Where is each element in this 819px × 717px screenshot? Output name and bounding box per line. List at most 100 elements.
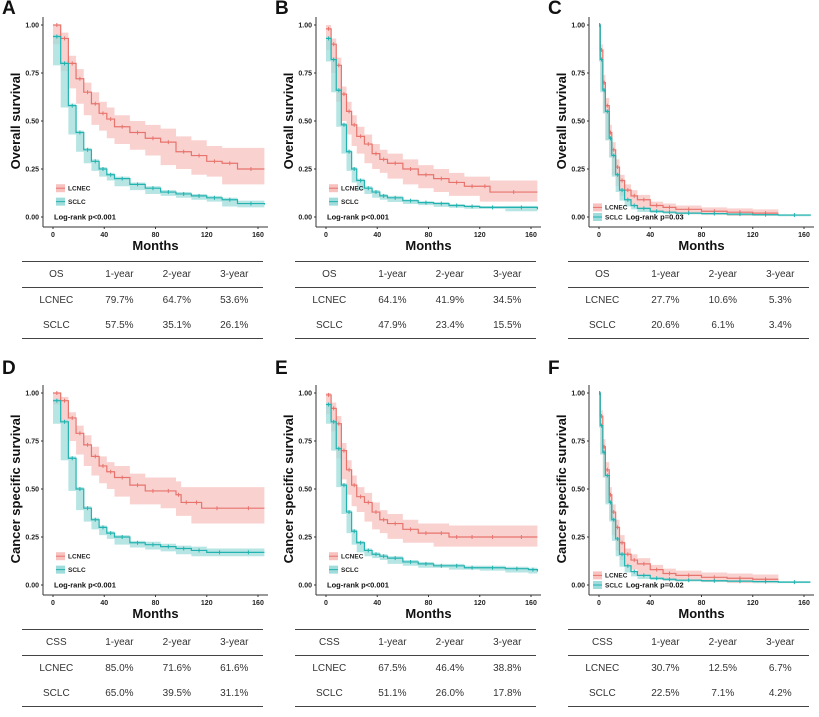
table-cell: SCLC (315, 320, 343, 331)
ci-band-sclc (599, 25, 811, 217)
table-cell: 34.5% (493, 295, 522, 306)
ci-band-lcnec (53, 393, 265, 524)
table-row: LCNEC 30.7% 12.5% 6.7% (568, 656, 809, 682)
y-tick-label: 0.50 (571, 487, 585, 494)
survival-rate-table: OS 1-year 2-year 3-year LCNEC 79.7% 64.7% 53.6… (22, 261, 263, 339)
survival-panel-e: E 0.00 0.25 0.50 0.75 1.00 0 40 80 120 160 Months C… (273, 358, 546, 717)
log-rank-annotation: Log-rank p<0.001 (327, 213, 389, 222)
x-tick-label: 40 (373, 232, 381, 239)
y-tick-label: 0.25 (298, 167, 312, 174)
table-cell: 67.5% (378, 663, 407, 674)
log-rank-annotation: Log-rank p=0.03 (626, 213, 684, 222)
table-cell: LCNEC (585, 295, 620, 306)
table-cell: 22.5% (651, 688, 680, 699)
y-tick-label: 0.25 (571, 167, 585, 174)
table-cell: SCLC (42, 688, 70, 699)
legend-label-sclc: SCLC (68, 199, 86, 206)
y-axis-label: Overall survival (8, 73, 23, 170)
survival-panel-a: A 0.00 0.25 0.50 0.75 1.00 0 40 80 120 160 Months O… (0, 0, 273, 357)
x-tick-label: 80 (698, 232, 706, 239)
legend-label-sclc: SCLC (68, 567, 86, 574)
x-tick-label: 160 (525, 232, 537, 239)
km-plot: 0.00 0.25 0.50 0.75 1.00 0 40 80 120 160 Months Ove… (554, 17, 814, 250)
table-cell: LCNEC (39, 663, 74, 674)
table-row: SCLC 22.5% 7.1% 4.2% (568, 681, 809, 707)
table-header-cell: OS (49, 269, 64, 280)
table-header-cell: 3-year (220, 637, 249, 648)
table-header-cell: 1-year (651, 637, 680, 648)
table-cell: 4.2% (768, 688, 792, 699)
table-cell: LCNEC (312, 295, 347, 306)
x-axis-label: Months (405, 606, 451, 620)
km-curve-lcnec (53, 392, 265, 509)
y-tick-label: 0.00 (298, 583, 312, 590)
y-tick-label: 0.50 (25, 119, 39, 126)
y-tick-label: 1.00 (25, 391, 39, 398)
survival-rate-table: CSS 1-year 2-year 3-year LCNEC 30.7% 12.5% 6.7… (568, 629, 809, 707)
x-tick-label: 120 (474, 232, 486, 239)
table-cell: 6.1% (711, 320, 735, 331)
table-header-cell: CSS (46, 637, 67, 648)
y-tick-label: 0.75 (25, 439, 39, 446)
table-cell: SCLC (42, 320, 70, 331)
table-header-row: OS 1-year 2-year 3-year (22, 261, 263, 288)
table-cell: 46.4% (435, 663, 464, 674)
table-header-cell: 1-year (105, 269, 134, 280)
ci-band-lcnec (326, 25, 538, 202)
survival-panel-b: B 0.00 0.25 0.50 0.75 1.00 0 40 80 120 160 Months O… (273, 0, 546, 357)
table-header-row: OS 1-year 2-year 3-year (295, 261, 536, 288)
km-plot: 0.00 0.25 0.50 0.75 1.00 0 40 80 120 160 Months Can… (554, 385, 814, 620)
legend-label-sclc: SCLC (605, 214, 623, 221)
log-rank-annotation: Log-rank p<0.001 (327, 581, 389, 590)
y-tick-label: 0.25 (25, 535, 39, 542)
y-tick-label: 0.00 (571, 583, 585, 590)
table-cell: LCNEC (312, 663, 347, 674)
table-row: SCLC 65.0% 39.5% 31.1% (22, 681, 263, 707)
table-cell: 57.5% (105, 320, 134, 331)
table-cell: 71.6% (162, 663, 191, 674)
y-axis-label: Cancer specific survival (554, 415, 569, 564)
table-cell: 41.9% (435, 295, 464, 306)
table-cell: 65.0% (105, 688, 134, 699)
y-tick-label: 1.00 (571, 23, 585, 30)
x-axis-label: Months (678, 238, 724, 250)
km-plot: 0.00 0.25 0.50 0.75 1.00 0 40 80 120 160 Months Ove… (8, 17, 268, 250)
legend-label-sclc: SCLC (341, 199, 359, 206)
y-tick-label: 0.00 (25, 215, 39, 222)
x-tick-label: 80 (698, 600, 706, 607)
y-tick-label: 1.00 (298, 391, 312, 398)
km-curve-sclc (599, 392, 811, 583)
table-header-cell: 2-year (162, 269, 191, 280)
survival-rate-table: OS 1-year 2-year 3-year LCNEC 27.7% 10.6% 5.3%… (568, 261, 809, 339)
survival-panel-f: F 0.00 0.25 0.50 0.75 1.00 0 40 80 120 160 Months C… (546, 358, 819, 717)
y-tick-label: 0.75 (571, 439, 585, 446)
table-cell: 12.5% (708, 663, 737, 674)
table-cell: 6.7% (768, 663, 792, 674)
y-tick-label: 0.75 (298, 439, 312, 446)
x-tick-label: 120 (474, 600, 486, 607)
x-tick-label: 0 (324, 232, 328, 239)
table-cell: 10.6% (708, 295, 737, 306)
table-row: SCLC 57.5% 35.1% 26.1% (22, 313, 263, 339)
x-tick-label: 120 (747, 232, 759, 239)
table-cell: LCNEC (39, 295, 74, 306)
table-row: LCNEC 85.0% 71.6% 61.6% (22, 656, 263, 682)
table-cell: 85.0% (105, 663, 134, 674)
y-tick-label: 0.00 (25, 583, 39, 590)
table-row: SCLC 47.9% 23.4% 15.5% (295, 313, 536, 339)
x-tick-label: 0 (51, 232, 55, 239)
table-cell: 3.4% (768, 320, 792, 331)
y-tick-label: 1.00 (571, 391, 585, 398)
panel-letter: A (2, 0, 16, 19)
table-header-cell: 1-year (105, 637, 134, 648)
legend-label-lcnec: LCNEC (341, 186, 364, 193)
legend-label-lcnec: LCNEC (605, 205, 628, 212)
ci-band-lcnec (599, 25, 779, 217)
table-header-cell: 3-year (493, 637, 522, 648)
table-header-cell: 3-year (766, 637, 795, 648)
table-row: SCLC 20.6% 6.1% 3.4% (568, 313, 809, 339)
y-axis-label: Cancer specific survival (281, 415, 296, 564)
y-tick-label: 0.75 (25, 71, 39, 78)
table-cell: 27.7% (651, 295, 680, 306)
table-header-cell: OS (595, 269, 610, 280)
